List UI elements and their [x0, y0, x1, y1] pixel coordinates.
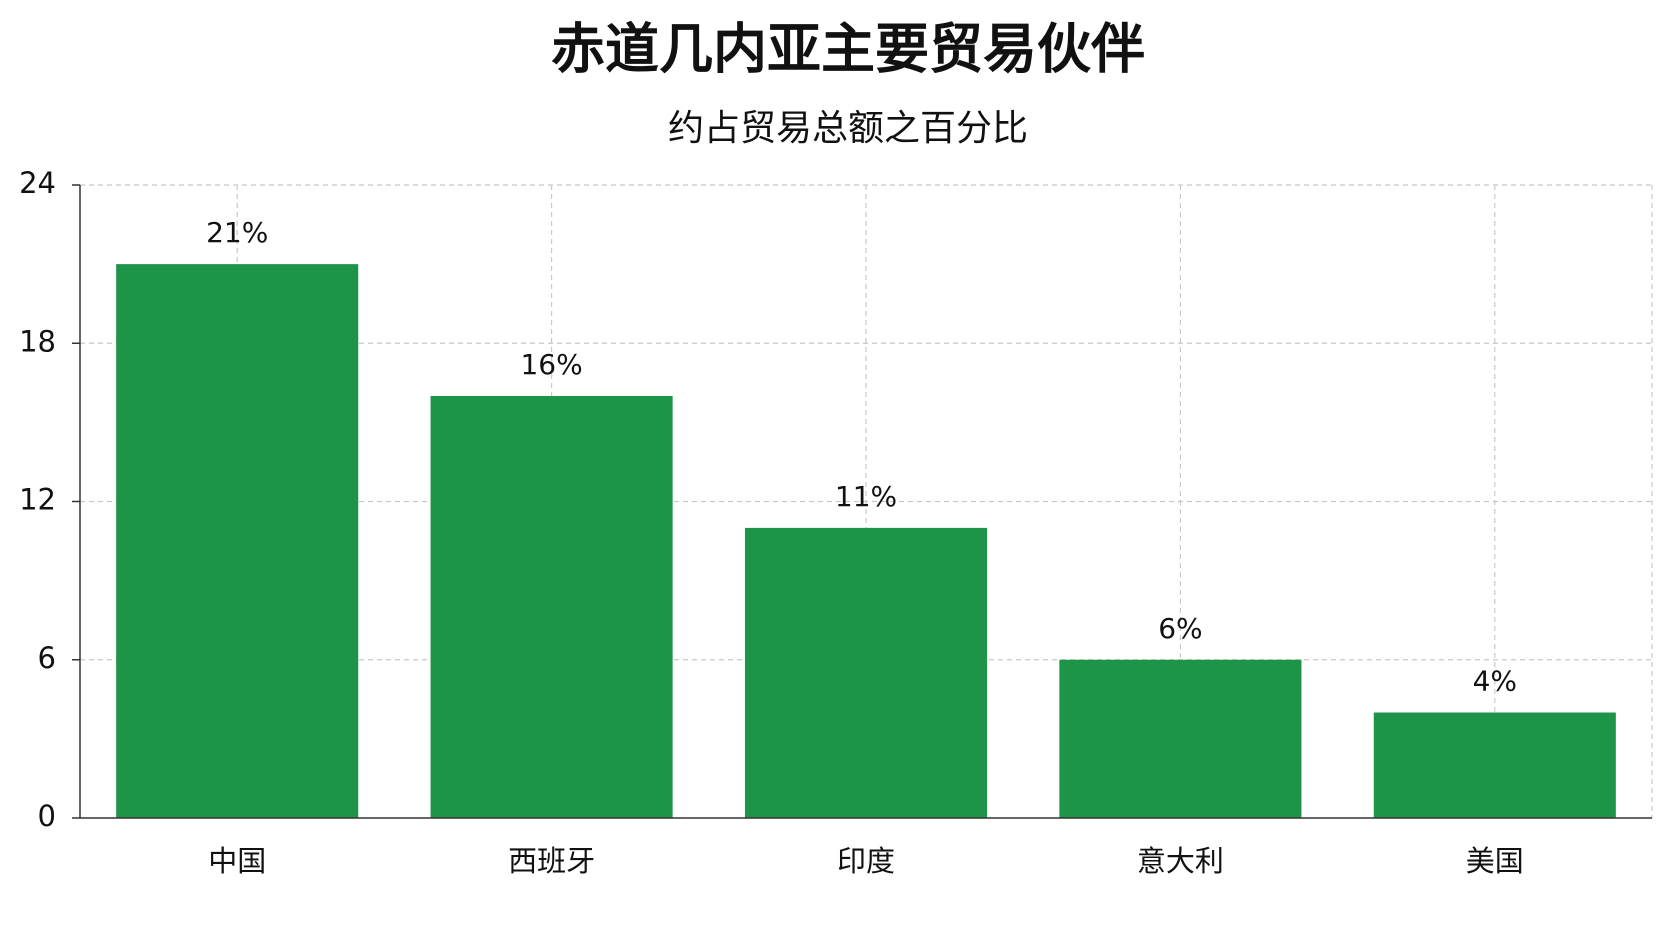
- x-tick-label: 中国: [208, 844, 266, 878]
- bar: [744, 527, 988, 818]
- data-label: 6%: [1158, 612, 1202, 645]
- bar: [116, 264, 359, 818]
- chart-subtitle: 约占贸易总额之百分比: [668, 108, 1028, 149]
- x-tick-label: 印度: [837, 844, 895, 878]
- chart-title: 赤道几内亚主要贸易伙伴: [551, 18, 1145, 81]
- bar: [1373, 712, 1616, 818]
- data-label: 11%: [835, 480, 897, 513]
- bar: [1059, 659, 1302, 818]
- y-tick-label: 24: [19, 166, 56, 200]
- x-tick-label: 意大利: [1137, 844, 1224, 878]
- x-tick-label: 西班牙: [508, 844, 595, 878]
- y-tick-label: 6: [38, 641, 56, 675]
- x-tick-label: 美国: [1466, 844, 1524, 878]
- bar: [430, 396, 673, 818]
- data-label: 21%: [206, 216, 268, 249]
- y-tick-label: 18: [19, 324, 56, 358]
- y-tick-label: 0: [38, 799, 56, 833]
- y-tick-label: 12: [19, 483, 56, 517]
- data-label: 16%: [520, 348, 582, 381]
- data-label: 4%: [1473, 665, 1517, 698]
